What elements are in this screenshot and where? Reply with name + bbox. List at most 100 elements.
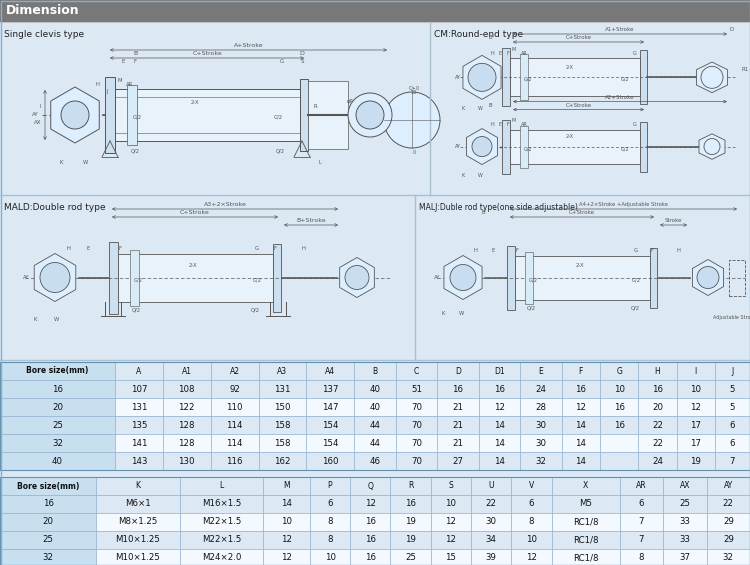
Text: D: D bbox=[730, 27, 734, 32]
Text: RC1/8: RC1/8 bbox=[573, 554, 598, 563]
Text: D: D bbox=[455, 367, 461, 376]
Bar bbox=[520, 380, 562, 398]
Bar bbox=[259, 434, 307, 452]
Bar bbox=[307, 398, 354, 416]
Text: F: F bbox=[507, 51, 509, 56]
Bar bbox=[478, 416, 520, 434]
Text: V: V bbox=[529, 481, 534, 490]
Bar bbox=[512, 513, 552, 531]
Text: G: G bbox=[616, 367, 622, 376]
Bar bbox=[0, 549, 96, 565]
Bar bbox=[706, 531, 750, 549]
Text: MALD:Double rod type: MALD:Double rod type bbox=[4, 203, 106, 212]
Bar bbox=[478, 380, 520, 398]
Text: 70: 70 bbox=[411, 402, 422, 411]
Text: C: C bbox=[414, 367, 419, 376]
Bar bbox=[663, 531, 706, 549]
Text: M22×1.5: M22×1.5 bbox=[202, 536, 242, 545]
Bar bbox=[307, 434, 354, 452]
Bar bbox=[512, 477, 552, 495]
Circle shape bbox=[472, 137, 492, 157]
Text: C+Stroke: C+Stroke bbox=[193, 51, 222, 56]
Text: 131: 131 bbox=[274, 385, 291, 393]
Bar bbox=[676, 380, 715, 398]
Text: 10: 10 bbox=[411, 90, 417, 95]
Text: 108: 108 bbox=[178, 385, 195, 393]
Bar bbox=[471, 513, 512, 531]
Bar bbox=[562, 416, 600, 434]
Text: P: P bbox=[328, 481, 332, 490]
Text: G: G bbox=[634, 248, 638, 253]
Text: M10×1.25: M10×1.25 bbox=[116, 554, 160, 563]
Text: 25: 25 bbox=[405, 554, 416, 563]
Bar bbox=[502, 49, 510, 106]
Text: I: I bbox=[39, 105, 41, 110]
Text: 24: 24 bbox=[536, 385, 547, 393]
Text: C+Stroke: C+Stroke bbox=[569, 210, 595, 215]
Text: 12: 12 bbox=[494, 402, 505, 411]
Text: 21: 21 bbox=[452, 438, 464, 447]
Bar bbox=[0, 495, 96, 513]
Bar bbox=[706, 477, 750, 495]
Bar bbox=[307, 362, 354, 380]
Bar bbox=[430, 477, 471, 495]
Text: M: M bbox=[512, 118, 516, 123]
Text: 30: 30 bbox=[536, 438, 547, 447]
Text: M: M bbox=[118, 77, 122, 82]
Bar bbox=[552, 531, 620, 549]
Text: F: F bbox=[650, 248, 653, 253]
Text: 32: 32 bbox=[536, 457, 547, 466]
Text: 16: 16 bbox=[364, 518, 376, 527]
Bar bbox=[96, 549, 180, 565]
Text: W: W bbox=[458, 311, 464, 316]
Circle shape bbox=[468, 63, 496, 92]
Text: 22: 22 bbox=[652, 420, 663, 429]
Bar bbox=[163, 416, 211, 434]
Bar bbox=[471, 477, 512, 495]
Text: 32: 32 bbox=[52, 438, 63, 447]
Bar bbox=[0, 398, 115, 416]
Text: A2: A2 bbox=[230, 367, 239, 376]
Text: 128: 128 bbox=[178, 420, 195, 429]
Text: 21: 21 bbox=[452, 420, 464, 429]
Text: AY: AY bbox=[455, 75, 461, 80]
Text: 12: 12 bbox=[446, 536, 457, 545]
Text: G/2: G/2 bbox=[274, 115, 283, 120]
Bar bbox=[350, 531, 391, 549]
Bar bbox=[396, 434, 437, 452]
Text: Dimension: Dimension bbox=[6, 5, 80, 18]
Text: G/2: G/2 bbox=[133, 115, 142, 120]
Text: A2+Stroke: A2+Stroke bbox=[605, 94, 634, 99]
Text: 44: 44 bbox=[370, 420, 380, 429]
Text: B: B bbox=[482, 210, 484, 215]
Text: 27: 27 bbox=[452, 457, 464, 466]
Text: F: F bbox=[507, 122, 509, 127]
Bar bbox=[640, 121, 647, 172]
Text: RC1/8: RC1/8 bbox=[573, 518, 598, 527]
Text: 10: 10 bbox=[526, 536, 537, 545]
Bar bbox=[620, 495, 663, 513]
Bar bbox=[396, 416, 437, 434]
Text: 16: 16 bbox=[614, 420, 625, 429]
Bar bbox=[638, 380, 676, 398]
Text: AR: AR bbox=[520, 122, 527, 127]
Text: 29: 29 bbox=[723, 536, 734, 545]
Text: RC1/8: RC1/8 bbox=[573, 536, 598, 545]
Bar bbox=[512, 531, 552, 549]
Text: U: U bbox=[488, 481, 494, 490]
Text: 20: 20 bbox=[43, 518, 53, 527]
Text: F: F bbox=[118, 246, 122, 251]
Bar bbox=[562, 434, 600, 452]
Text: G/2: G/2 bbox=[253, 277, 262, 282]
Bar bbox=[105, 77, 115, 153]
Text: R: R bbox=[408, 481, 413, 490]
Bar bbox=[638, 416, 676, 434]
Text: E: E bbox=[499, 51, 502, 56]
Bar bbox=[600, 452, 638, 470]
Text: 122: 122 bbox=[178, 402, 195, 411]
Polygon shape bbox=[697, 62, 728, 93]
Text: 14: 14 bbox=[575, 457, 586, 466]
Text: A3+2×Stroke: A3+2×Stroke bbox=[203, 202, 247, 207]
Text: K: K bbox=[59, 160, 63, 166]
Bar bbox=[471, 495, 512, 513]
